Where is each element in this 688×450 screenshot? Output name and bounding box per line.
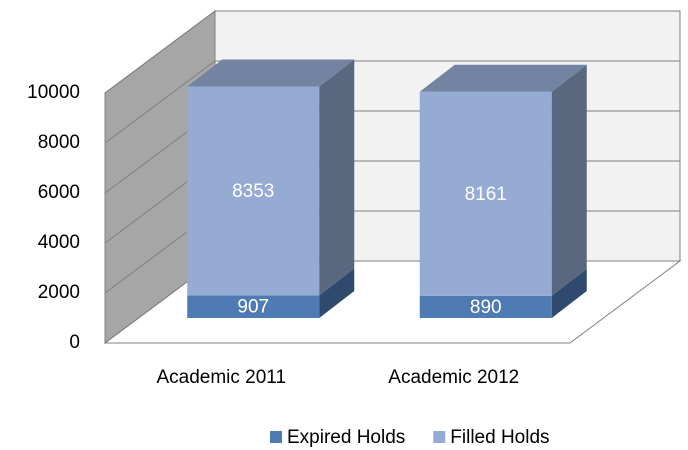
value-label: 8353	[232, 181, 274, 202]
legend-swatch	[270, 431, 282, 443]
y-tick-label: 0	[69, 332, 80, 353]
bar-segment	[187, 86, 320, 296]
y-tick-label: 6000	[38, 182, 80, 203]
grid-line	[104, 10, 216, 94]
grid-line	[104, 60, 216, 144]
bar-top	[419, 64, 587, 92]
x-tick-label: Academic 2012	[388, 367, 519, 388]
value-label: 907	[237, 297, 269, 318]
bar-side	[319, 59, 355, 296]
bar-segment	[187, 295, 320, 318]
bar-side	[319, 268, 355, 318]
legend-label: Expired Holds	[287, 427, 405, 448]
y-tick-label: 8000	[38, 132, 80, 153]
bar-side	[551, 268, 587, 318]
value-label: 890	[470, 297, 502, 318]
x-tick-label: Academic 2011	[156, 367, 286, 388]
bar-side	[551, 64, 587, 296]
y-tick-label: 2000	[38, 282, 80, 303]
value-label: 8161	[465, 184, 507, 205]
legend-label: Filled Holds	[450, 427, 549, 448]
y-tick-label: 10000	[27, 82, 80, 103]
legend-swatch	[433, 431, 446, 443]
y-tick-label: 4000	[38, 232, 80, 253]
bar-segment	[419, 295, 552, 318]
bar-top	[187, 59, 355, 87]
bar-segment	[419, 91, 552, 296]
